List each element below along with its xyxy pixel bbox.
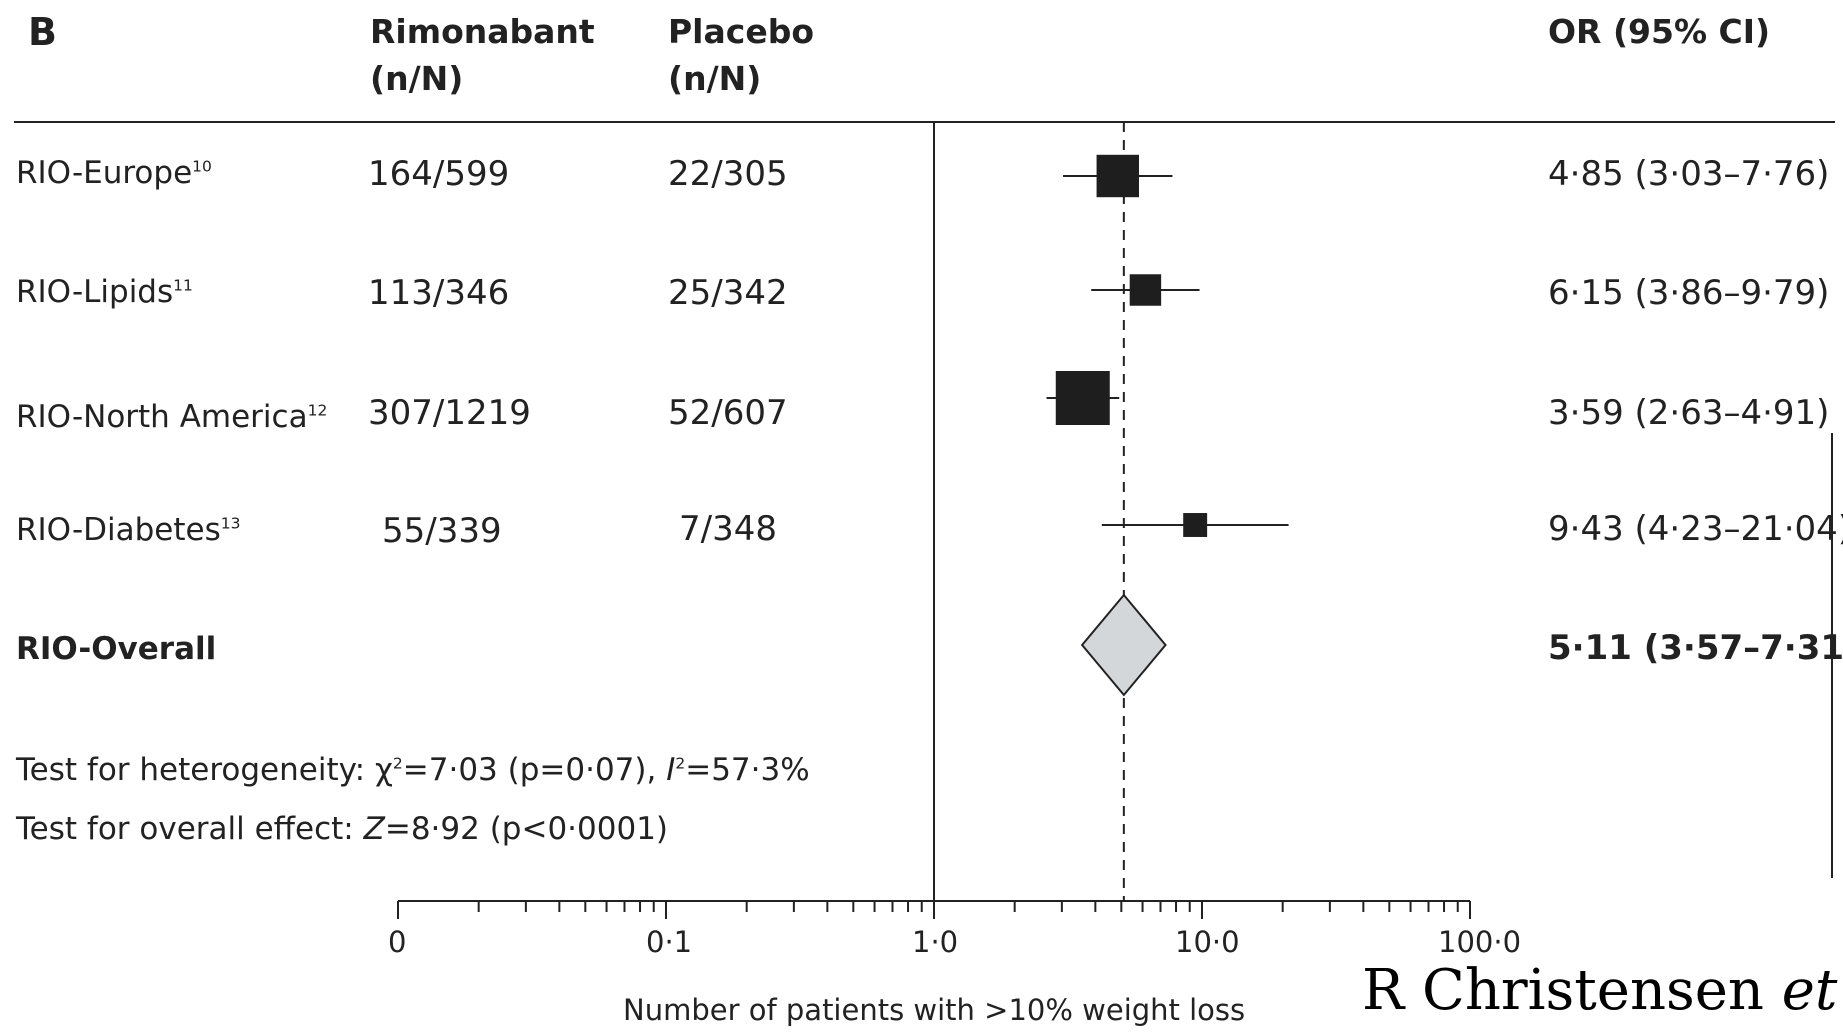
header-rimonabant: Rimonabant (n/N) xyxy=(370,12,595,98)
plot-layer xyxy=(397,122,1471,919)
study-name-text: RIO-Lipids xyxy=(16,274,174,310)
x-tick-label: 0 xyxy=(388,925,407,959)
or-value: 9·43 (4·23–21·04) xyxy=(1548,509,1843,549)
estimate-square xyxy=(1055,371,1110,425)
overall-diamond xyxy=(1080,593,1167,697)
header-rimonabant-title: Rimonabant xyxy=(370,12,595,51)
credit-etal: et al xyxy=(1781,958,1843,1023)
rimonabant-count: 164/599 xyxy=(368,154,510,194)
heterogeneity-sup: 2 xyxy=(392,754,403,773)
study-name: RIO-Lipids11 xyxy=(16,274,193,310)
header-placebo-title: Placebo xyxy=(668,12,815,51)
or-value: 6·15 (3·86–9·79) xyxy=(1548,273,1830,313)
rimonabant-count: 55/339 xyxy=(382,511,502,551)
or-value: 4·85 (3·03–7·76) xyxy=(1548,154,1830,194)
heterogeneity-test: Test for heterogeneity: χ2=7·03 (p=0·07)… xyxy=(16,752,810,788)
overall-effect-z: Z xyxy=(363,811,385,847)
credit-text: R Christensen et al xyxy=(1362,958,1843,1023)
study-ref: 11 xyxy=(173,276,193,295)
x-tick-label: 0·1 xyxy=(646,925,693,959)
placebo-count: 22/305 xyxy=(668,154,788,194)
header-placebo: Placebo (n/N) xyxy=(668,12,814,98)
header-placebo-unit: (n/N) xyxy=(668,59,762,98)
study-ref: 13 xyxy=(220,514,241,533)
placebo-count: 52/607 xyxy=(668,393,788,433)
x-tick-label: 10·0 xyxy=(1175,925,1240,959)
overall-name: RIO-Overall xyxy=(16,631,217,667)
study-name-text: RIO-Europe xyxy=(16,155,193,191)
heterogeneity-i: I xyxy=(666,752,676,788)
heterogeneity-sup2: 2 xyxy=(675,754,686,773)
study-name: RIO-North America12 xyxy=(16,399,327,435)
overall-effect-prefix: Test for overall effect: xyxy=(16,811,364,847)
overall-effect-suffix: =8·92 (p<0·0001) xyxy=(384,811,669,847)
study-ref: 10 xyxy=(192,157,212,176)
rimonabant-count: 307/1219 xyxy=(368,393,531,433)
x-axis-label: Number of patients with >10% weight loss xyxy=(623,993,1246,1027)
x-tick-label: 1·0 xyxy=(912,925,959,959)
header-rimonabant-unit: (n/N) xyxy=(370,59,464,98)
overall-effect-test: Test for overall effect: Z=8·92 (p<0·000… xyxy=(16,811,668,847)
study-name-text: RIO-North America xyxy=(16,399,308,435)
study-name: RIO-Diabetes13 xyxy=(16,512,240,548)
overall-or-value: 5·11 (3·57–7·31) xyxy=(1548,628,1843,668)
heterogeneity-prefix: Test for heterogeneity: χ xyxy=(16,752,393,788)
study-name-text: RIO-Diabetes xyxy=(16,512,221,548)
rimonabant-count: 113/346 xyxy=(368,273,510,313)
placebo-count: 25/342 xyxy=(668,273,788,313)
or-value: 3·59 (2·63–4·91) xyxy=(1548,393,1830,433)
heterogeneity-mid: =7·03 (p=0·07), xyxy=(402,752,667,788)
study-name: RIO-Europe10 xyxy=(16,155,212,191)
study-ref: 12 xyxy=(307,401,328,420)
estimate-square xyxy=(1096,154,1139,198)
panel-label: B xyxy=(28,10,57,54)
x-tick-label: 100·0 xyxy=(1438,925,1522,959)
placebo-count: 7/348 xyxy=(679,509,777,549)
header-or: OR (95% CI) xyxy=(1548,12,1771,51)
credit-author: R Christensen xyxy=(1362,958,1782,1023)
heterogeneity-suffix: =57·3% xyxy=(685,752,810,788)
estimate-square xyxy=(1183,513,1208,537)
estimate-square xyxy=(1129,274,1162,306)
